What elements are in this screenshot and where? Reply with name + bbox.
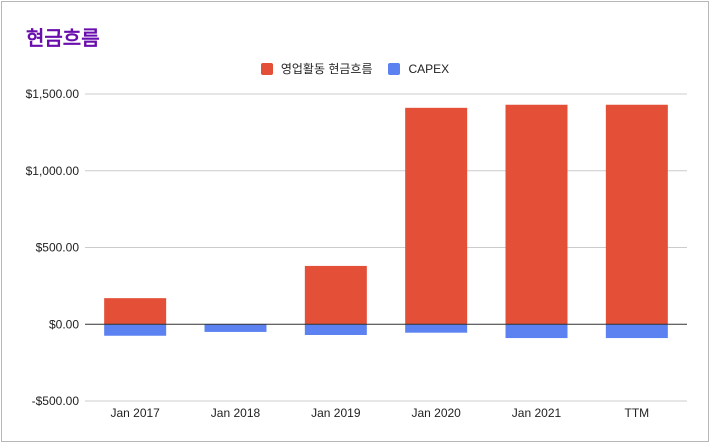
x-tick-label: Jan 2018 [211,406,261,420]
x-tick-label: Jan 2019 [311,406,361,420]
bar-capex [505,324,568,339]
legend-swatch-capex [388,62,401,75]
legend-item-capex[interactable]: CAPEX [388,62,449,76]
y-tick-label: $1,500.00 [26,87,80,101]
y-tick-label: $500.00 [36,241,80,255]
x-tick-label: Jan 2020 [411,406,461,420]
y-tick-label: $0.00 [49,317,79,331]
bar-operating [405,107,468,325]
chart-title: 현금흐름 [26,26,100,50]
bar-operating [304,265,367,325]
x-tick-label: Jan 2017 [110,406,160,420]
legend-swatch-operating [260,62,273,75]
bar-operating [505,104,568,325]
bar-capex [405,324,468,333]
bar-operating [605,104,668,325]
legend-label-operating: 영업활동 현금흐름 [280,62,373,76]
y-tick-label: $1,000.00 [26,164,80,178]
bar-operating [104,298,167,325]
x-tick-label: Jan 2021 [512,406,562,420]
x-tick-label: TTM [625,406,650,420]
bar-capex [605,324,668,339]
legend-item-operating[interactable]: 영업활동 현금흐름 [260,60,373,77]
bar-capex [304,324,367,335]
legend: 영업활동 현금흐름 CAPEX [2,60,708,77]
bar-capex [204,324,267,332]
legend-label-capex: CAPEX [408,61,450,76]
bar-capex [104,324,167,336]
y-tick-label: -$500.00 [32,394,80,408]
